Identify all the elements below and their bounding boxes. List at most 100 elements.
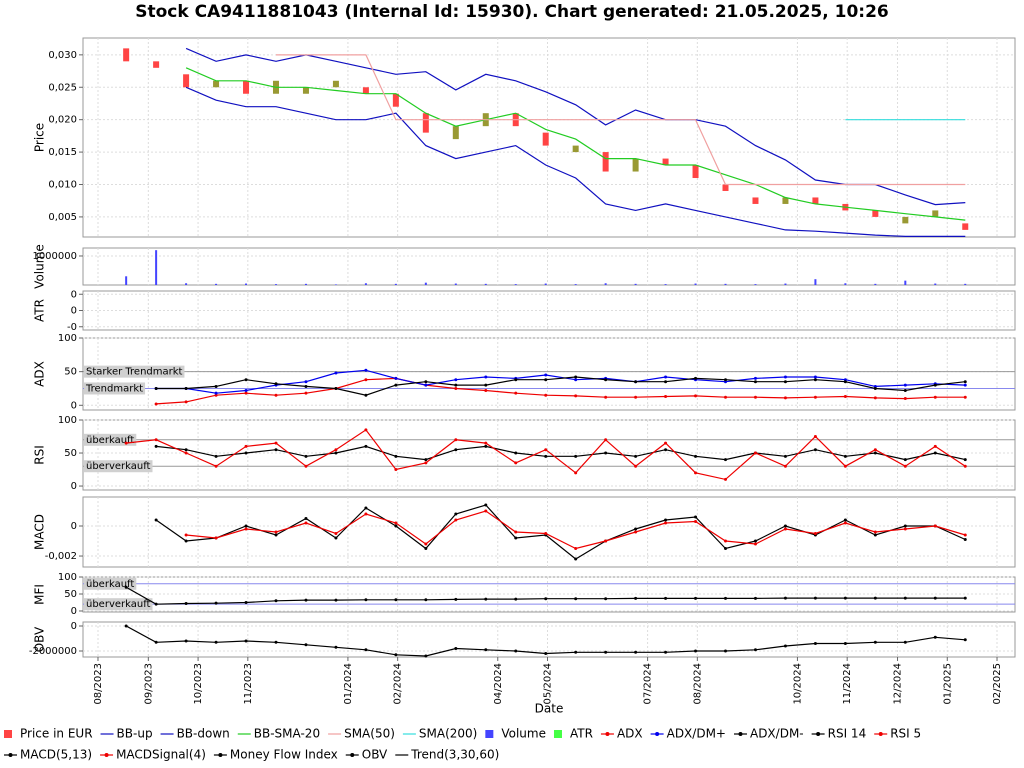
x-tick-label: 11/2023 [243, 663, 254, 705]
series-point [694, 519, 698, 523]
series-point [184, 639, 188, 643]
series-point [753, 395, 757, 399]
legend-swatch-dot [350, 753, 355, 757]
volume-bar [964, 283, 967, 285]
series-point [364, 648, 368, 652]
legend-swatch-dot [816, 732, 821, 736]
series-point [514, 649, 518, 653]
series-point [843, 642, 847, 645]
y-tick-label: -0 [67, 322, 77, 333]
x-tick-label: 12/2024 [893, 663, 904, 705]
series-point [544, 448, 548, 452]
series-point [304, 516, 308, 520]
series-point [604, 395, 608, 399]
legend-label: ADX [617, 727, 643, 741]
series-point [664, 441, 668, 445]
series-point [544, 597, 548, 601]
y-tick-label: 100 [58, 415, 77, 426]
candle [692, 165, 699, 179]
y-tick-label: 0,005 [48, 212, 77, 223]
series-point [544, 378, 548, 382]
series-point [634, 530, 638, 534]
series-line [185, 67, 966, 221]
series-point [873, 448, 877, 452]
series-point [244, 639, 248, 643]
volume-bar [544, 283, 547, 285]
legend-label: ADX/DM- [750, 727, 804, 741]
x-tick-label: 10/2024 [792, 663, 803, 705]
legend-swatch [4, 730, 12, 738]
y-tick-label: 0 [71, 621, 77, 632]
series-line [156, 376, 966, 396]
series-point [753, 380, 757, 384]
candle [422, 113, 429, 133]
volume-bar [155, 250, 158, 285]
series-point [753, 376, 757, 380]
y-axis-label: ADX [33, 361, 47, 387]
series-point [694, 454, 698, 458]
series-point [394, 653, 398, 657]
series-point [154, 402, 158, 406]
series-point [304, 380, 308, 384]
legend-swatch [485, 730, 494, 738]
series-point [694, 515, 698, 519]
candle [932, 210, 939, 217]
x-tick-label: 09/2023 [143, 663, 154, 705]
series-point [724, 378, 728, 382]
series-point [454, 597, 458, 601]
series-point [873, 640, 877, 644]
series-point [184, 448, 188, 452]
series-point [604, 597, 608, 601]
candle [632, 158, 639, 172]
series-point [154, 602, 158, 606]
series-point [154, 518, 158, 522]
series-point [664, 380, 668, 384]
volume-bar [394, 283, 397, 285]
series-point [634, 596, 638, 600]
volume-bar [424, 282, 427, 285]
y-axis-label: MFI [33, 584, 47, 605]
series-point [304, 454, 308, 458]
series-point [813, 642, 817, 645]
series-point [664, 375, 668, 379]
candle [782, 197, 789, 204]
series-point [304, 391, 308, 395]
series-point [724, 395, 728, 399]
y-tick-label: 0,020 [48, 115, 77, 126]
series-point [364, 506, 368, 510]
x-tick-label: 08/2023 [93, 663, 104, 705]
series-point [214, 454, 218, 458]
series-line [185, 86, 966, 237]
series-point [274, 382, 278, 386]
candle [153, 61, 160, 68]
series-point [753, 451, 757, 455]
series-point [394, 521, 398, 525]
series-point [903, 596, 907, 600]
series-point [664, 596, 668, 600]
volume-bar [754, 284, 757, 285]
series-point [813, 448, 817, 452]
y-axis-label: RSI [33, 445, 47, 465]
y-tick-label: 0,025 [48, 82, 77, 93]
candle [302, 87, 309, 94]
series-point [933, 524, 937, 528]
legend-label: ADX/DM+ [667, 727, 726, 741]
legend-swatch-dot [878, 732, 883, 736]
series-point [813, 435, 817, 439]
series-point [514, 451, 518, 455]
series-point [514, 391, 518, 395]
series-point [813, 395, 817, 399]
series-point [783, 596, 787, 600]
series-point [933, 596, 937, 600]
series-point [214, 601, 218, 605]
legend-label: SMA(50) [344, 727, 395, 741]
volume-bar [934, 283, 937, 285]
series-point [903, 383, 907, 387]
legend-label: BB-up [117, 727, 153, 741]
series-point [484, 383, 488, 387]
x-tick-label: 07/2024 [643, 663, 654, 705]
series-point [843, 518, 847, 522]
series-point [424, 383, 428, 387]
series-point [304, 521, 308, 525]
series-point [274, 441, 278, 445]
